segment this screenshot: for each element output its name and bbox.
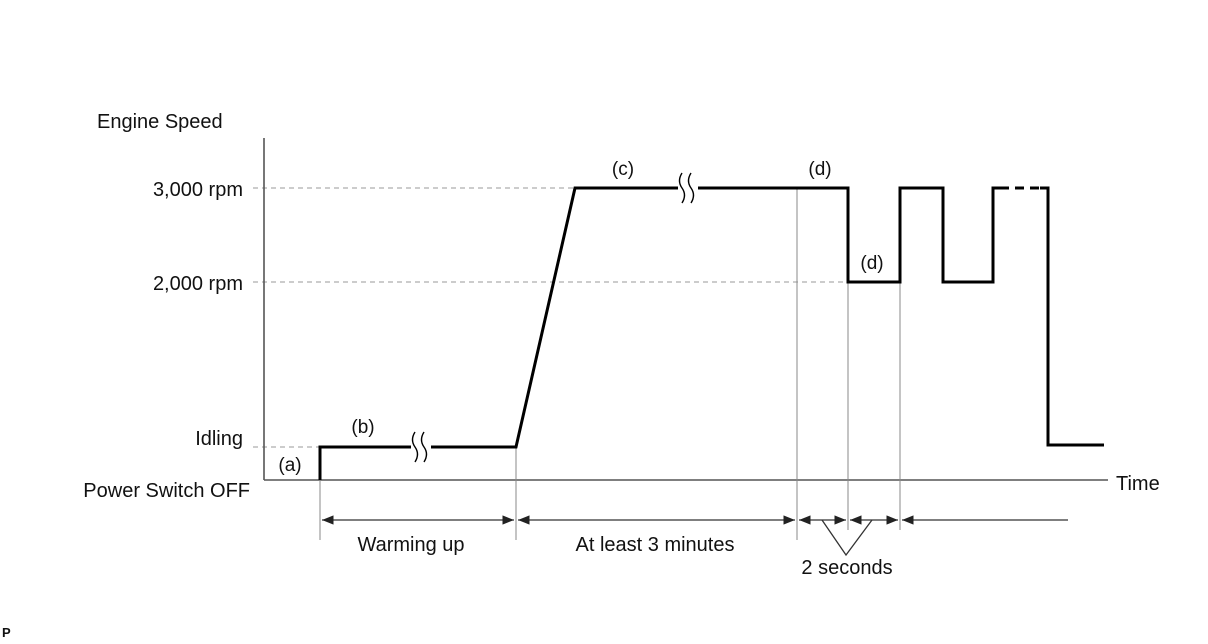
- two-seconds-callout: [821, 519, 873, 557]
- engine-speed-trace: [318, 186, 1000, 480]
- level-idling-label: Idling: [195, 428, 243, 450]
- level-off-label: Power Switch OFF: [83, 480, 250, 502]
- level-3000-label: 3,000 rpm: [153, 179, 243, 201]
- break-mark-3000: [678, 172, 698, 204]
- step-b-label: (b): [351, 417, 374, 438]
- engine-speed-trace-end: [1040, 186, 1104, 447]
- two-seconds-label: 2 seconds: [801, 557, 892, 579]
- three-minutes-label: At least 3 minutes: [576, 534, 735, 556]
- warming-up-label: Warming up: [357, 534, 464, 556]
- corner-mark: P: [2, 625, 11, 640]
- step-a-label: (a): [278, 455, 301, 476]
- step-d-high-label: (d): [808, 159, 831, 180]
- step-c-label: (c): [612, 159, 634, 180]
- level-2000-label: 2,000 rpm: [153, 273, 243, 295]
- y-axis-title: Engine Speed: [97, 111, 223, 133]
- x-axis-title: Time: [1116, 473, 1160, 495]
- break-mark-idling: [411, 431, 431, 463]
- step-d-low-label: (d): [860, 253, 883, 274]
